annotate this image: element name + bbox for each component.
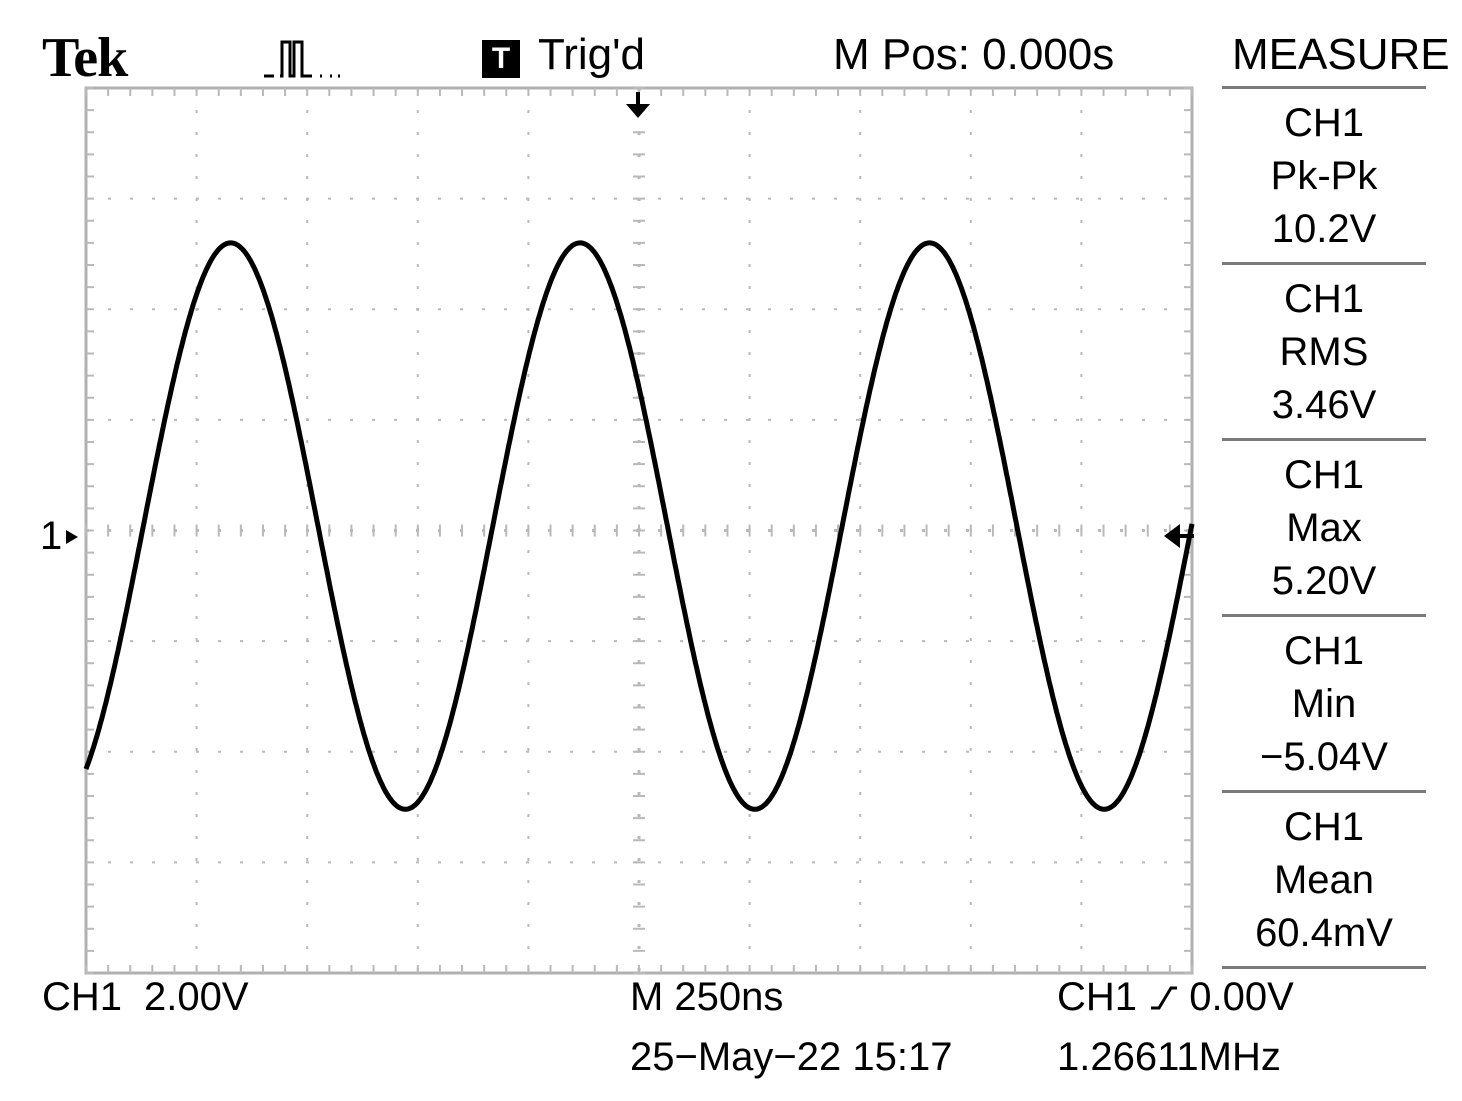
trigger-readout: CH1 0.00V [1057, 975, 1294, 1020]
rising-edge-icon [1151, 986, 1178, 1010]
ground-marker-arrow [66, 530, 78, 544]
measure-type: Pk-Pk [1270, 154, 1378, 198]
measure-value: −5.04V [1260, 735, 1388, 779]
trigger-level: 0.00V [1189, 975, 1294, 1019]
measure-menu-title[interactable]: MEASURE [1232, 30, 1450, 79]
date-time: 25−May−22 15:17 [630, 1035, 953, 1079]
trigger-position-arrow-icon [626, 92, 650, 118]
measure-value: 3.46V [1271, 383, 1377, 427]
brand-logo: Tek [42, 27, 128, 89]
trigger-badge: T [482, 40, 520, 78]
trigger-level-arrow-icon [1164, 524, 1194, 548]
measure-source: CH1 [1283, 101, 1365, 145]
measure-type: RMS [1279, 330, 1369, 374]
ch1-waveform [83, 240, 1195, 812]
trigger-source: CH1 [1057, 975, 1138, 1019]
measure-source: CH1 [1283, 805, 1365, 849]
measure-value: 60.4mV [1255, 911, 1393, 955]
measure-slot-2[interactable]: CH1 RMS 3.46V [1222, 262, 1426, 438]
graticule-ticks [85, 87, 1193, 974]
channel-scale: 2.00V [144, 975, 249, 1019]
measure-slot-3[interactable]: CH1 Max 5.20V [1222, 438, 1426, 614]
measure-slot-4[interactable]: CH1 Min −5.04V [1222, 614, 1426, 790]
measure-source: CH1 [1283, 629, 1365, 673]
measure-slot-1[interactable]: CH1 Pk-Pk 10.2V [1222, 86, 1426, 262]
timebase-readout: M 250ns [630, 975, 784, 1019]
measure-value: 10.2V [1271, 207, 1377, 251]
main-position-readout: M Pos: 0.000s [833, 30, 1115, 79]
measure-value: 5.20V [1271, 559, 1377, 603]
measure-source: CH1 [1283, 277, 1365, 321]
measure-source: CH1 [1283, 453, 1365, 497]
run-pulse-icon [264, 40, 340, 78]
measure-type: Max [1286, 506, 1362, 550]
measure-slot-5[interactable]: CH1 Mean 60.4mV [1222, 790, 1426, 969]
frequency-readout: 1.26611MHz [1057, 1035, 1281, 1079]
channel-ground-marker: 1 [40, 514, 63, 558]
channel-label: CH1 [42, 975, 123, 1019]
measure-type: Min [1291, 682, 1357, 726]
measure-type: Mean [1273, 858, 1375, 902]
measure-panel: CH1 Pk-Pk 10.2V CH1 RMS 3.46V CH1 Max 5.… [1222, 86, 1426, 969]
trigger-status: Trig'd [538, 30, 646, 79]
